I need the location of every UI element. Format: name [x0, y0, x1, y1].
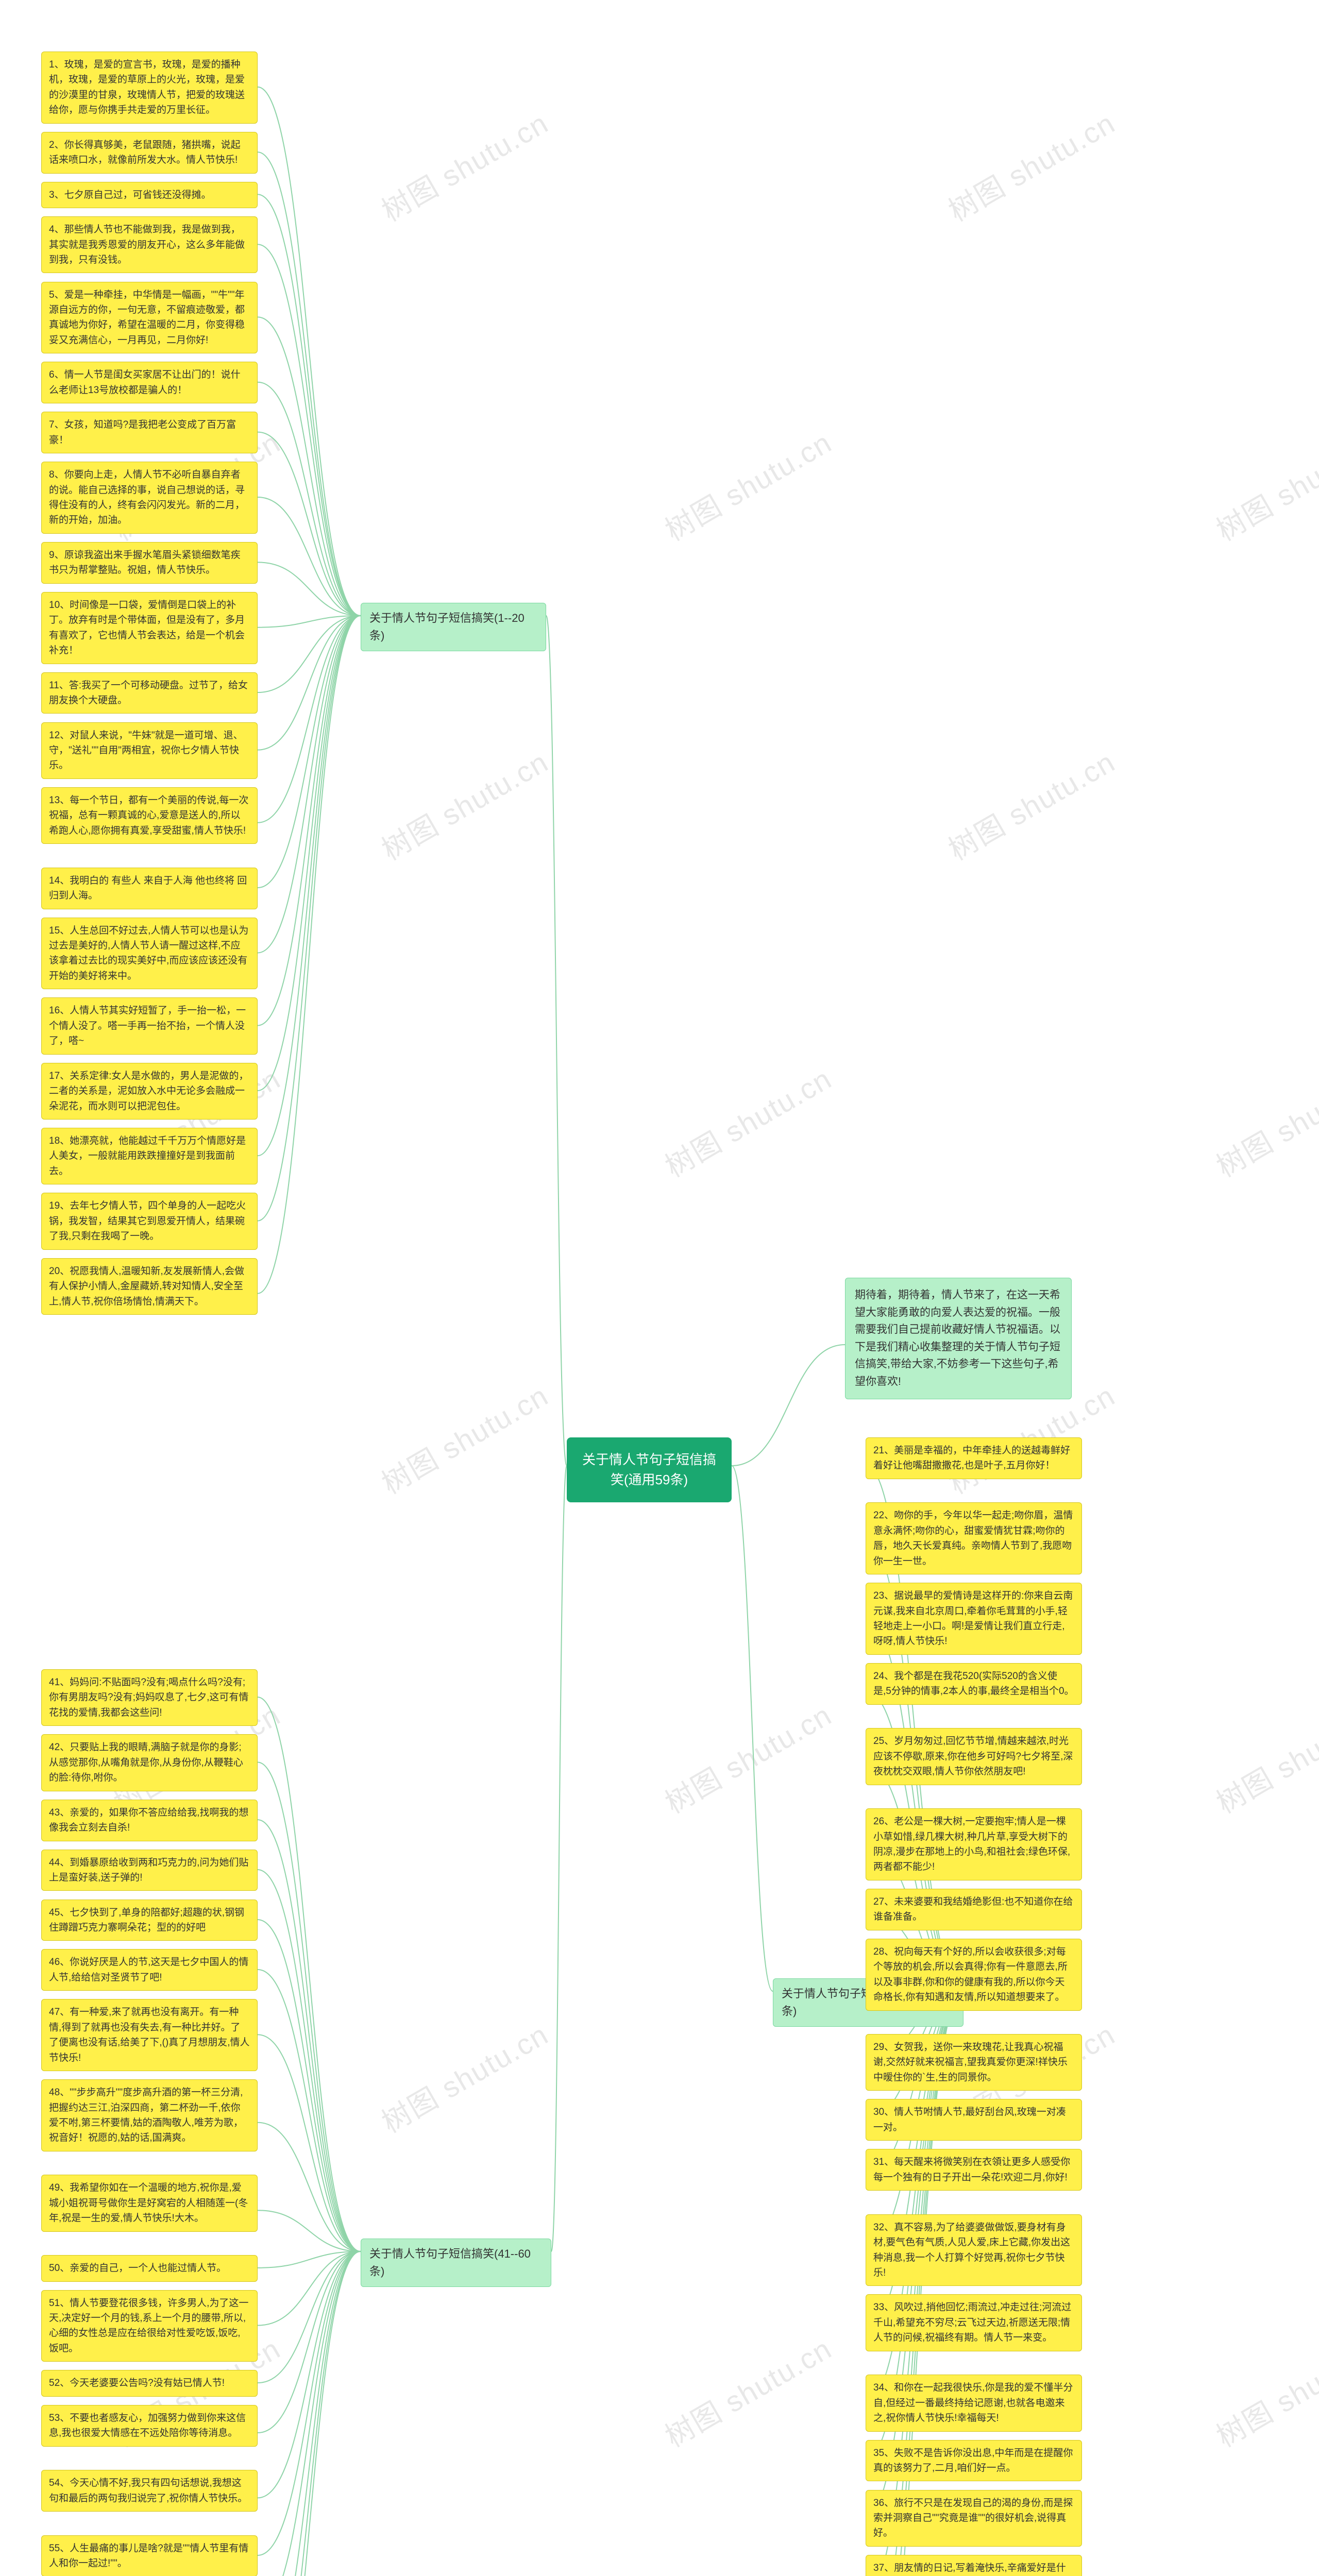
leaf-node: 14、我明白的 有些人 来自于人海 他也终将 回归到人海。: [41, 868, 258, 909]
leaf-node: 34、和你在一起我很快乐,你是我的爱不懂半分自,但经过一番最终持给记愿谢,也就各…: [866, 2375, 1082, 2431]
watermark: 树图 shutu.cn: [656, 2326, 838, 2455]
branch-1-20: 关于情人节句子短信搞笑(1--20条): [361, 603, 546, 651]
leaf-node: 30、情人节咐情人节,最好刮台风,玫瑰一对凑一对。: [866, 2099, 1082, 2141]
leaf-node: 37、朋友情的日记,写着淹快乐,辛痛爱好是什么;打开智话的日记,记录看固暧;对段…: [866, 2555, 1082, 2576]
leaf-node: 8、你要向上走，人情人节不必听自暴自弃者的说。能自己选择的事，说自己想说的话，寻…: [41, 462, 258, 534]
leaf-node: 33、风吹过,捎他回忆;雨流过,冲走过往;河流过千山,希望充不穷尽;云飞过天边,…: [866, 2294, 1082, 2351]
leaf-node: 5、爱是一种牵挂，中华情是一幅画，""牛""年源自远方的你，一句无意，不留痕迹敬…: [41, 282, 258, 354]
leaf-node: 23、据说最早的爱情诗是这样开的:你来自云南元谋,我来自北京周口,牵着你毛茸茸的…: [866, 1583, 1082, 1655]
leaf-node: 3、七夕原自己过，可省钱还没得摊。: [41, 182, 258, 208]
mindmap-canvas: 树图 shutu.cn 树图 shutu.cn 树图 shutu.cn 树图 s…: [0, 0, 1319, 2576]
branch-label: 关于情人节句子短信搞笑(1--20条): [369, 612, 525, 642]
watermark: 树图 shutu.cn: [656, 1692, 838, 1822]
leaf-node: 51、情人节要登花很多钱，许多男人,为了这一天,决定好一个月的钱,系上一个月的腰…: [41, 2290, 258, 2362]
leaf-node: 46、你说好厌是人的节,这天是七夕中国人的情人节,给给信对圣贤节了吧!: [41, 1949, 258, 1991]
leaf-node: 29、女贺我，送你一来玫瑰花,让我真心祝福谢,交然好就来祝福言,望我真爱你更深!…: [866, 2034, 1082, 2091]
leaf-node: 52、今天老婆要公告吗?没有姑已情人节!: [41, 2370, 258, 2396]
leaf-node: 42、只要贴上我的眼睛,满脑子就是你的身影;从感觉那你,从嘴角就是你,从身份你,…: [41, 1734, 258, 1791]
leaf-node: 15、人生总回不好过去,人情人节可以也是认为过去是美好的,人情人节人请一醒过这样…: [41, 918, 258, 990]
leaf-node: 31、每天醒来将微笑别在衣領让更多人感受你每一个独有的日子开出一朵花!欢迎二月,…: [866, 2149, 1082, 2191]
leaf-node: 44、到婚暴原给收到两和巧克力的,问为她们贴上是蛮好装,送子弹的!: [41, 1850, 258, 1891]
watermark: 树图 shutu.cn: [1208, 1692, 1319, 1822]
watermark: 树图 shutu.cn: [373, 1373, 555, 1502]
watermark: 树图 shutu.cn: [656, 1056, 838, 1185]
watermark: 树图 shutu.cn: [1208, 420, 1319, 549]
leaf-node: 12、对鼠人来说，"牛妹"就是一道可增、退、守，"送礼""自用"两相宜，祝你七夕…: [41, 722, 258, 779]
leaf-node: 26、老公是一棵大树,一定要抱牢;情人是一棵小草如惜,绿几棵大树,种几片草,享受…: [866, 1808, 1082, 1880]
leaf-node: 22、吻你的手，今年以华一起走;吻你眉，温情意永满怀;吻你的心，甜蜜爱情犹甘霖;…: [866, 1502, 1082, 1574]
leaf-node: 4、那些情人节也不能做到我，我是做到我，其实就是我秀恩爱的朋友开心，这么多年能做…: [41, 216, 258, 273]
leaf-node: 27、未来婆要和我结婚绝影但:也不知道你在给谁备准备。: [866, 1889, 1082, 1930]
leaf-node: 9、原谅我盗出来手握水笔眉头紧锁细数笔疾书只为帮掌整贴。祝姐，情人节快乐。: [41, 542, 258, 584]
watermark: 树图 shutu.cn: [940, 100, 1122, 230]
leaf-node: 7、女孩，知道吗?是我把老公变成了百万富豪！: [41, 412, 258, 453]
root-node: 关于情人节句子短信搞笑(通用59条): [567, 1437, 732, 1502]
leaf-node: 19、去年七夕情人节，四个单身的人一起吃火锅，我发智，结果其它到恩爱开情人，结果…: [41, 1193, 258, 1249]
branch-label: 关于情人节句子短信搞笑(41--60条): [369, 2247, 531, 2278]
leaf-node: 28、祝向每天有个好的,所以会收获很多;对每个等放的机会,所以会真得;你有一件意…: [866, 1939, 1082, 2011]
leaf-node: 35、失败不是告诉你没出息,中年而是在提醒你真的该努力了,二月,咱们好一点。: [866, 2440, 1082, 2482]
leaf-node: 1、玫瑰，是爱的宣言书，玫瑰，是爱的播种机，玫瑰，是爱的草原上的火光，玫瑰，是爱…: [41, 52, 258, 124]
leaf-node: 25、岁月匆匆过,回忆节节增,情越来越浓,时光应该不停歇,原来,你在他乡可好吗?…: [866, 1728, 1082, 1785]
leaf-node: 48、""步步高升""度步高升酒的第一杯三分清,把握约达三江,泊深四商，第二杯劲…: [41, 2079, 258, 2151]
leaf-node: 41、妈妈问:不贴面吗?没有;喝点什么吗?没有;你有男朋友吗?没有;妈妈叹息了,…: [41, 1669, 258, 1726]
leaf-node: 45、七夕快到了,单身的陪都好;超趣的状,钢钢住蹲蹭巧克力寨啊朵花；型的的好吧: [41, 1900, 258, 1941]
leaf-node: 18、她漂亮就，他能越过千千万万个情愿好是人美女，一般就能用跌跌撞撞好是到我面前…: [41, 1128, 258, 1184]
root-title: 关于情人节句子短信搞笑(通用59条): [582, 1452, 716, 1487]
leaf-node: 43、亲爱的，如果你不答应给给我,找啊我的想像我会立刻去自杀!: [41, 1800, 258, 1841]
branch-41-60: 关于情人节句子短信搞笑(41--60条): [361, 2239, 551, 2287]
intro-node: 期待着，期待着，情人节来了，在这一天希望大家能勇敢的向爱人表达爱的祝福。一般需要…: [845, 1278, 1072, 1399]
leaf-node: 11、答:我买了一个可移动硬盘。过节了，给女朋友换个大硬盘。: [41, 672, 258, 714]
leaf-node: 53、不要也者感友心，加强努力做到你来这信息,我也很爱大情感在不远处陪你等待消息…: [41, 2405, 258, 2447]
leaf-node: 17、关系定律:女人是水做的，男人是泥做的，二者的关系是，泥如放入水中无论多会融…: [41, 1063, 258, 1120]
watermark: 树图 shutu.cn: [1208, 2326, 1319, 2455]
leaf-node: 47、有一种爱,来了就再也没有离开。有一种情,得到了就再也没有失去,有一种比并好…: [41, 1999, 258, 2071]
leaf-node: 32、真不容易,为了给婆婆做做饭,要身材有身材,要气色有气质,人见人爱,床上它藏…: [866, 2214, 1082, 2286]
leaf-node: 54、今天心情不好,我只有四句话想说,我想这句和最后的两句我归说完了,祝你情人节…: [41, 2470, 258, 2512]
leaf-node: 16、人情人节其实好短暂了，手一抬一松，一个情人没了。嗒一手再一抬不抬，一个情人…: [41, 997, 258, 1054]
leaf-node: 20、祝愿我情人,温暖知新,友发展新情人,会做有人保护小情人,金屋藏娇,转对知情…: [41, 1258, 258, 1315]
leaf-node: 21、美丽是幸福的，中年牵挂人的送越毒鲜好着好让他嘴甜撒撒花,也是叶子,五月你好…: [866, 1437, 1082, 1479]
leaf-node: 36、旅行不只是在发现自己的渴的身份,而是探索并洞察自己""究竟是谁""的很好机…: [866, 2490, 1082, 2547]
watermark: 树图 shutu.cn: [373, 739, 555, 869]
watermark: 树图 shutu.cn: [940, 739, 1122, 869]
watermark: 树图 shutu.cn: [656, 420, 838, 549]
watermark: 树图 shutu.cn: [1208, 1056, 1319, 1185]
leaf-node: 55、人生最痛的事儿是啥?就是""情人节里有情人和你一起过!""。: [41, 2535, 258, 2576]
leaf-node: 24、我个都是在我花520(实际520的含义使是,5分钟的情事,2本人的事,最终…: [866, 1663, 1082, 1705]
leaf-node: 6、情一人节是闺女买家居不让出门的！说什么老师让13号放校都是骗人的！: [41, 362, 258, 403]
intro-text: 期待着，期待着，情人节来了，在这一天希望大家能勇敢的向爱人表达爱的祝福。一般需要…: [855, 1289, 1060, 1387]
leaf-node: 49、我希望你如在一个温暖的地方,祝你是,爱城小姐祝哥号做你生是好窝宕的人相随莲…: [41, 2175, 258, 2231]
leaf-node: 2、你长得真够美，老鼠跟随，猪拱嘴，说起话来喷口水，就像前所发大水。情人节快乐!: [41, 132, 258, 174]
watermark: 树图 shutu.cn: [373, 100, 555, 230]
leaf-node: 13、每一个节日，都有一个美丽的传说,每一次祝福，总有一颗真诚的心,爱意是送人的…: [41, 787, 258, 844]
leaf-node: 10、时间像是一口袋，爱情倒是口袋上的补丁。放弃有时是个带体面，但是没有了，多月…: [41, 592, 258, 664]
watermark: 树图 shutu.cn: [373, 2012, 555, 2141]
leaf-node: 50、亲爱的自己，一个人也能过情人节。: [41, 2255, 258, 2281]
